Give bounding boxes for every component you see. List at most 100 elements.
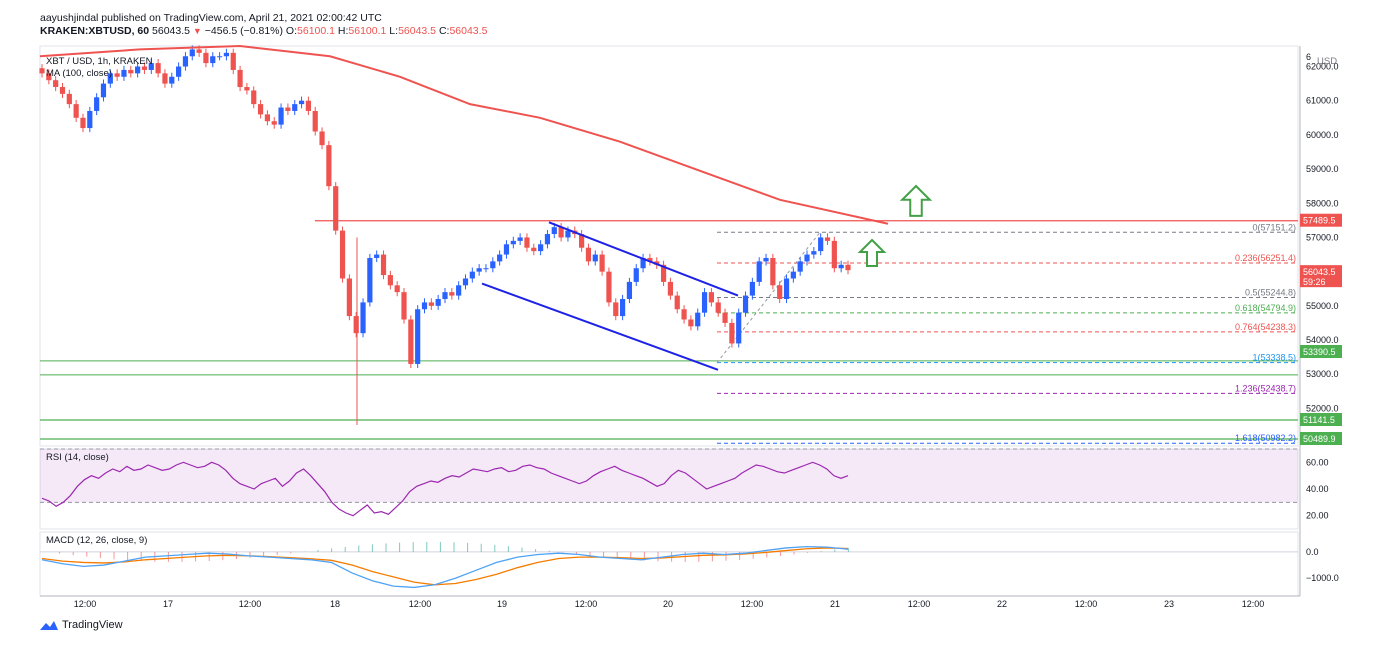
candle-body <box>73 104 79 118</box>
price-change: −456.5 (−0.81%) <box>204 25 283 37</box>
fib-level-label: 0.5(55244.8) <box>1245 287 1296 297</box>
x-tick-label: 12:00 <box>409 599 432 609</box>
channel-lower-line <box>481 282 719 371</box>
rsi-pane-label: RSI (14, close) <box>46 452 109 463</box>
candle-body <box>558 227 564 238</box>
y-tick-label: 52000.0 <box>1306 403 1339 413</box>
main-pane-title: XBT / USD, 1h, KRAKEN <box>46 56 153 67</box>
candle-body <box>53 80 59 88</box>
x-tick-label: 20 <box>663 599 673 609</box>
candle-body <box>619 298 626 317</box>
candle-body <box>278 107 284 125</box>
candle-body <box>80 117 86 129</box>
current-price-tag-text: 56043.5 <box>1303 267 1336 277</box>
candle-body <box>210 56 216 64</box>
candle-body <box>647 257 653 262</box>
macd-pane-frame <box>39 531 1299 597</box>
current-price-tag <box>1300 265 1342 288</box>
y-tick-label: 6 <box>1306 52 1311 62</box>
candle-body <box>770 257 776 286</box>
candle-body <box>421 302 428 310</box>
candle-body <box>462 278 469 286</box>
support-price-tag <box>1300 345 1342 358</box>
candle-body <box>264 114 271 122</box>
candle-body <box>107 73 113 84</box>
fib-trend-line <box>716 231 821 363</box>
candle-body <box>783 278 790 299</box>
x-tick-label: 12:00 <box>1075 599 1098 609</box>
candle-body <box>196 49 202 53</box>
x-tick-label: 17 <box>163 599 173 609</box>
candle-body <box>319 131 325 146</box>
candle-body <box>353 316 359 334</box>
rsi-band <box>40 449 1298 503</box>
resistance-price-tag-text: 57489.5 <box>1303 216 1336 226</box>
candle-body <box>831 240 837 269</box>
candle-body <box>613 302 619 317</box>
candle-body <box>510 240 516 245</box>
candle-body <box>380 254 387 276</box>
candle-body <box>114 73 120 77</box>
candle-body <box>599 254 605 272</box>
candle-body <box>544 234 551 245</box>
candle-body <box>223 52 230 57</box>
candle-body <box>230 52 236 70</box>
candle-body <box>148 63 154 70</box>
x-tick-label: 19 <box>497 599 507 609</box>
candle-body <box>633 268 639 282</box>
main-pane-frame <box>39 45 1299 447</box>
candle-body <box>162 73 168 84</box>
y-tick-label: 54000.0 <box>1306 335 1339 345</box>
fib-level-label: 1(53338.5) <box>1252 353 1296 363</box>
candle-body <box>387 275 393 286</box>
candle-body <box>845 264 851 271</box>
candle-body <box>688 319 694 327</box>
rsi-tick-label: 40.00 <box>1306 484 1329 494</box>
candle-body <box>121 69 127 77</box>
resistance-price-tag <box>1300 213 1342 227</box>
chart-header: aayushjindal published on TradingView.co… <box>40 12 487 38</box>
candle-body <box>497 254 503 262</box>
candle-body <box>742 295 749 313</box>
candle-body <box>531 247 537 252</box>
macd-signal-line <box>41 547 849 586</box>
fib-level-label: 0.618(54794.9) <box>1235 303 1296 313</box>
candle-body <box>763 257 769 262</box>
candle-body <box>435 298 441 306</box>
candle-body <box>46 73 52 81</box>
candle-body <box>824 237 831 241</box>
candle-body <box>797 261 803 272</box>
y-tick-label: 58000.0 <box>1306 198 1339 208</box>
y-tick-label: 59000.0 <box>1306 164 1339 174</box>
y-tick-label: 60000.0 <box>1306 130 1339 140</box>
down-arrow-icon: ▼ <box>192 26 202 36</box>
candle-body <box>517 237 523 241</box>
y-tick-label: 61000.0 <box>1306 96 1339 106</box>
candle-body <box>565 230 571 238</box>
candle-body <box>203 52 209 64</box>
high-value: 56100.1 <box>348 25 387 37</box>
fib-level-label: 1.236(52438.7) <box>1235 383 1296 393</box>
candle-body <box>100 83 107 98</box>
macd-tick-label: −1000.0 <box>1306 573 1339 583</box>
candle-body <box>394 285 400 293</box>
low-value: 56043.5 <box>398 25 437 37</box>
candle-body <box>592 254 598 262</box>
candle-body <box>326 145 332 187</box>
x-tick-label: 12:00 <box>239 599 262 609</box>
tradingview-logo[interactable]: TradingView <box>40 619 123 631</box>
candle-body <box>701 292 708 313</box>
candle-body <box>667 281 674 296</box>
brand-name: TradingView <box>62 619 123 631</box>
fib-level-label: 0.764(54238.3) <box>1235 322 1296 332</box>
candle-body <box>681 309 687 320</box>
candle-body <box>503 244 510 255</box>
candle-body <box>271 121 277 125</box>
candle-body <box>401 292 407 320</box>
candle-body <box>285 107 291 111</box>
candle-body <box>176 66 182 77</box>
y-tick-label: 62000.0 <box>1306 62 1339 72</box>
candle-body <box>59 87 66 94</box>
candle-body <box>483 268 489 270</box>
